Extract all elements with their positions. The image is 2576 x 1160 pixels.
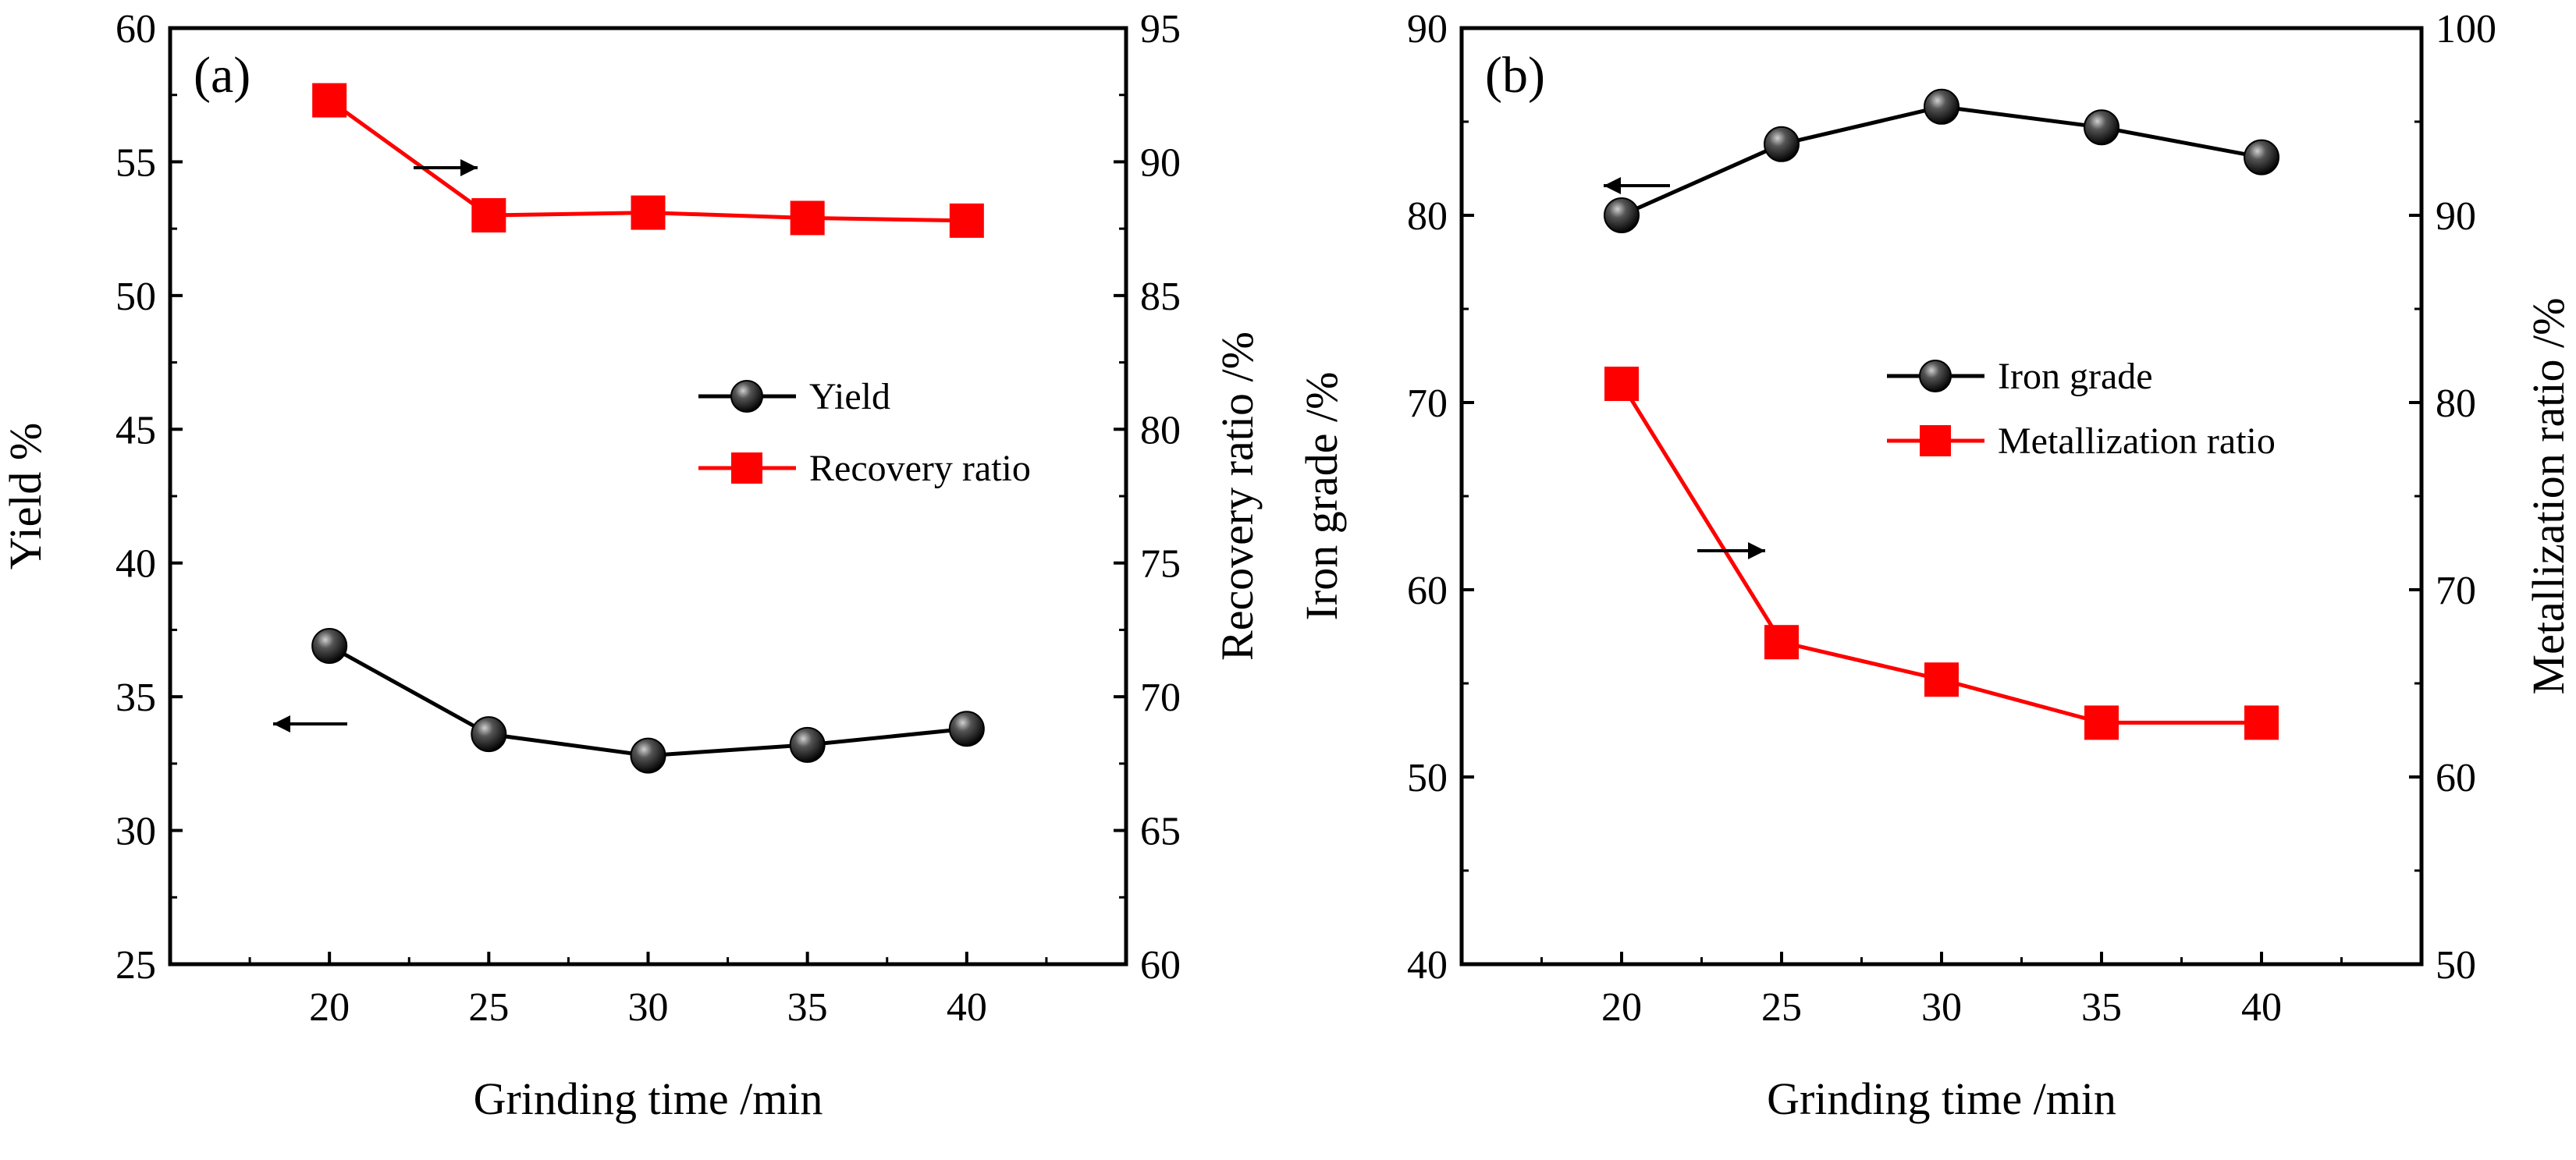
data-point — [471, 716, 507, 753]
series-recovery-ratio — [312, 83, 984, 238]
data-point — [1604, 197, 1640, 233]
x-tick-label: 20 — [309, 985, 350, 1030]
x-axis-label: Grinding time /min — [474, 1073, 823, 1124]
right-y-tick-label: 60 — [2436, 756, 2476, 800]
legend-marker — [730, 380, 763, 413]
right-y-tick-label: 80 — [2436, 381, 2476, 426]
data-point — [1604, 367, 1639, 401]
left-y-tick-label: 90 — [1407, 7, 1448, 51]
left-y-tick-label: 40 — [1407, 943, 1448, 988]
right-y-tick-label: 85 — [1140, 275, 1181, 319]
legend-entry: Yield — [698, 376, 890, 417]
legend-label: Yield — [809, 376, 890, 417]
left-y-tick-label: 60 — [115, 7, 156, 51]
series-iron-grade — [1604, 88, 2279, 233]
data-point — [2244, 139, 2279, 176]
panel-label: (b) — [1485, 47, 1545, 104]
x-tick-label: 25 — [468, 985, 509, 1030]
axis-arrow-head — [273, 715, 290, 733]
left-y-tick-label: 25 — [115, 943, 156, 988]
data-point — [1764, 625, 1799, 660]
panel-label: (a) — [194, 47, 250, 104]
right-y-tick-label: 65 — [1140, 810, 1181, 854]
data-point — [2084, 109, 2119, 146]
data-point — [2084, 705, 2119, 740]
legend-entry: Metallization ratio — [1887, 420, 2276, 462]
series-yield — [273, 628, 985, 774]
data-point — [948, 711, 985, 747]
x-axis-label: Grinding time /min — [1767, 1073, 2116, 1124]
right-y-tick-label: 70 — [2436, 569, 2476, 613]
plot-frame — [1459, 26, 2424, 967]
right-y-tick-label: 50 — [2436, 943, 2476, 988]
data-point — [789, 726, 826, 763]
axis-arrow-head — [1748, 542, 1765, 559]
data-point — [949, 203, 984, 238]
right-y-tick-label: 70 — [1140, 676, 1181, 720]
right-y-tick-label: 90 — [1140, 140, 1181, 185]
legend-marker — [731, 452, 762, 484]
legend-marker — [1920, 425, 1951, 456]
data-point — [1924, 662, 1959, 697]
left-y-tick-label: 70 — [1407, 381, 1448, 426]
x-tick-label: 25 — [1761, 985, 1802, 1030]
right-y-axis-label: Metallization ratio /% — [2523, 298, 2574, 695]
left-y-axis-label: Yield % — [0, 423, 51, 569]
left-y-tick-label: 55 — [115, 140, 156, 185]
data-point — [311, 628, 348, 664]
left-y-axis-label: Iron grade /% — [1296, 372, 1347, 621]
x-tick-label: 30 — [1921, 985, 1962, 1030]
x-tick-label: 35 — [787, 985, 828, 1030]
data-point — [312, 83, 347, 118]
legend-entry: Iron grade — [1887, 356, 2153, 397]
left-y-tick-label: 30 — [115, 810, 156, 854]
data-point — [630, 737, 666, 774]
axis-arrow-head — [1604, 177, 1621, 194]
right-y-axis-label: Recovery ratio /% — [1212, 332, 1263, 661]
left-y-tick-label: 45 — [115, 408, 156, 452]
left-y-tick-label: 50 — [115, 275, 156, 319]
legend-label: Iron grade — [1998, 356, 2153, 397]
right-y-tick-label: 100 — [2436, 7, 2496, 51]
data-point — [790, 200, 825, 236]
right-y-tick-label: 80 — [1140, 408, 1181, 452]
right-y-tick-label: 95 — [1140, 7, 1181, 51]
x-tick-label: 30 — [628, 985, 669, 1030]
data-point — [2244, 705, 2279, 740]
chart-panel-1: 20 25 30 35 40 25 30 35 40 45 50 55 60 60 65 70 75 80 85 90… — [0, 7, 1263, 1124]
left-y-tick-label: 80 — [1407, 194, 1448, 239]
x-tick-label: 40 — [2241, 985, 2282, 1030]
legend-label: Metallization ratio — [1998, 420, 2276, 462]
x-tick-label: 20 — [1601, 985, 1642, 1030]
x-tick-label: 35 — [2081, 985, 2122, 1030]
left-y-tick-label: 60 — [1407, 569, 1448, 613]
left-y-tick-label: 40 — [115, 542, 156, 587]
data-point — [1924, 88, 1960, 125]
data-point — [471, 198, 506, 232]
right-y-tick-label: 60 — [1140, 943, 1181, 988]
series-metallization-ratio — [1604, 367, 2279, 740]
plot-frame — [168, 26, 1128, 967]
right-y-tick-label: 75 — [1140, 542, 1181, 587]
legend-label: Recovery ratio — [809, 448, 1031, 489]
right-y-tick-label: 90 — [2436, 194, 2476, 239]
data-point — [1764, 126, 1800, 162]
left-y-tick-label: 50 — [1407, 756, 1448, 800]
x-tick-label: 40 — [947, 985, 987, 1030]
axis-arrow-head — [460, 159, 478, 176]
chart-panel-2: 20 25 30 35 40 40 50 60 70 80 90 50 60 70 80 90 100 Grind… — [1296, 7, 2574, 1124]
data-point — [631, 195, 666, 230]
legend-entry: Recovery ratio — [698, 448, 1031, 489]
legend-marker — [1919, 360, 1952, 392]
left-y-tick-label: 35 — [115, 676, 156, 720]
